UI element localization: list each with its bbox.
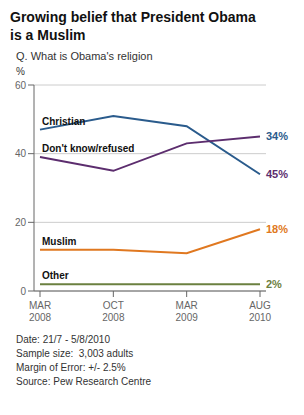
svg-text:40: 40 (15, 148, 27, 159)
html-text:Date: 21/7 - 5/8/2010: Date: 21/7 - 5/8/2010 (16, 334, 110, 345)
html-text:Growing belief that President: Growing belief that President Obama is a… (10, 9, 256, 43)
svg-text:MAR2008: MAR2008 (29, 300, 52, 323)
html-text:Margin of Error: +/- 2.5%: Margin of Error: +/- 2.5% (16, 362, 126, 373)
svg-text:Muslim: Muslim (42, 236, 77, 247)
svg-text:OCT2008: OCT2008 (102, 300, 125, 323)
html-text:Source: Pew Research Centre: Source: Pew Research Centre (16, 376, 152, 387)
html-text:Sample size: 3,003 adults: Sample size: 3,003 adults (16, 348, 134, 359)
svg-text:0: 0 (20, 286, 26, 297)
svg-text:20: 20 (15, 217, 27, 228)
svg-text:45%: 45% (266, 168, 288, 180)
svg-text:34%: 34% (266, 130, 288, 142)
svg-text:Don't know/refused: Don't know/refused (42, 143, 134, 154)
svg-text:MAR2009: MAR2009 (176, 300, 199, 323)
svg-text:AUG2010: AUG2010 (249, 300, 272, 323)
svg-text:Other: Other (42, 270, 69, 281)
html-text:Q. What is Obama's religion: Q. What is Obama's religion (16, 50, 153, 62)
svg-text:18%: 18% (266, 223, 288, 235)
svg-text:60: 60 (15, 80, 27, 91)
svg-text:2%: 2% (266, 278, 282, 290)
svg-text:Christian: Christian (42, 116, 85, 127)
